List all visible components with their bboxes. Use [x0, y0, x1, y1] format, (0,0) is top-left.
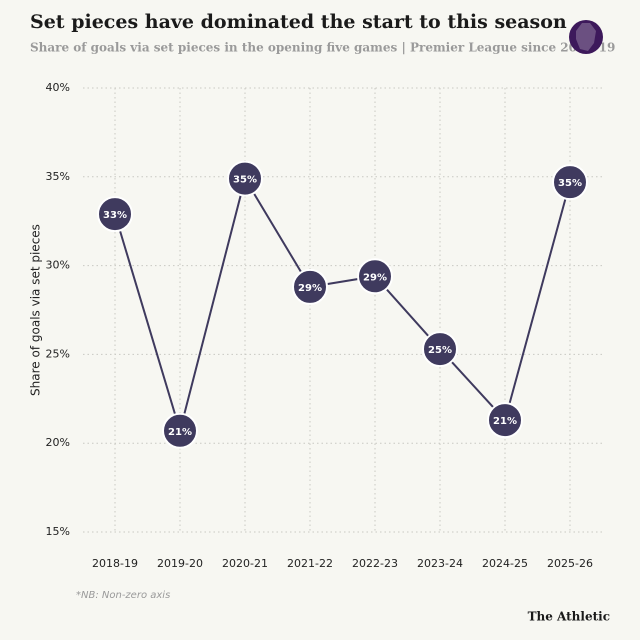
y-tick-label: 40%	[46, 81, 70, 94]
y-tick-label: 25%	[46, 347, 70, 360]
x-tick-label: 2021-22	[287, 557, 333, 570]
x-tick-label: 2023-24	[417, 557, 463, 570]
value-label: 21%	[493, 416, 517, 427]
value-label: 35%	[558, 178, 582, 189]
point	[227, 160, 263, 197]
value-label: 25%	[428, 345, 452, 356]
y-tick-label: 30%	[46, 259, 70, 272]
point	[487, 402, 523, 439]
point	[162, 412, 198, 449]
point	[552, 164, 588, 201]
y-axis-label: Share of goals via set pieces	[29, 224, 43, 396]
x-tick-label: 2022-23	[352, 557, 398, 570]
value-label: 21%	[168, 427, 192, 438]
note: *NB: Non-zero axis	[76, 590, 170, 601]
x-tick-label: 2024-25	[482, 557, 528, 570]
y-tick-label: 35%	[46, 170, 70, 183]
point	[97, 196, 133, 233]
point	[422, 331, 458, 368]
x-tick-label: 2020-21	[222, 557, 268, 570]
x-tick-label: 2019-20	[157, 557, 203, 570]
value-label: 35%	[233, 175, 257, 186]
y-tick-label: 20%	[46, 436, 70, 449]
x-tick-label: 2018-19	[92, 557, 138, 570]
value-label: 29%	[363, 272, 387, 283]
line	[114, 176, 571, 435]
value-label: 29%	[298, 283, 322, 294]
chart-title: Set pieces have dominated the start to t…	[30, 11, 567, 33]
value-label: 33%	[103, 210, 127, 221]
point	[357, 258, 393, 295]
league-logo	[569, 20, 603, 54]
source: The Athletic	[528, 610, 610, 624]
point	[292, 268, 328, 305]
y-tick-label: 15%	[46, 525, 70, 538]
x-tick-label: 2025-26	[547, 557, 593, 570]
chart-subtitle: Share of goals via set pieces in the ope…	[30, 41, 615, 55]
